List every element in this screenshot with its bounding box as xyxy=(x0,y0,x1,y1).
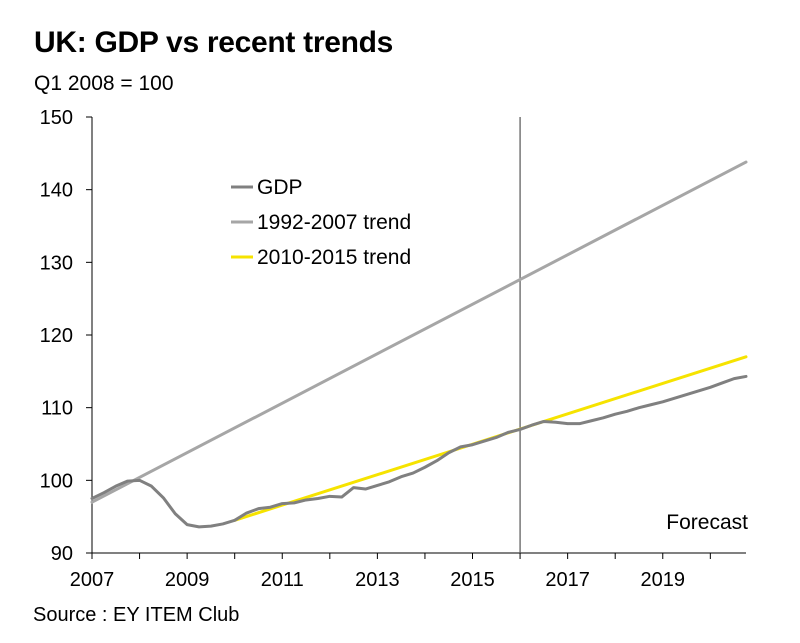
series-line-gdp xyxy=(90,374,748,529)
y-tick-label: 110 xyxy=(41,398,73,420)
y-tick-label: 140 xyxy=(40,180,73,202)
legend: GDP 1992-2007 trend 2010-2015 trend xyxy=(231,176,411,269)
axes: 90 100 110 120 130 140 150 2007 2009 2011 2013 2015… xyxy=(40,107,746,591)
chart-subtitle: Q1 2008 = 100 xyxy=(34,72,174,95)
y-tick-label: 150 xyxy=(40,107,73,129)
x-tick-label: 2013 xyxy=(355,569,400,591)
source-note: Source : EY ITEM Club xyxy=(33,604,240,626)
series-line-1992-2007-trend xyxy=(90,160,748,504)
y-tick-label: 100 xyxy=(40,470,73,492)
x-tick-label: 2009 xyxy=(165,569,210,591)
y-tick-label: 90 xyxy=(51,543,73,565)
x-tick-label: 2017 xyxy=(545,569,590,591)
x-tick-label: 2011 xyxy=(261,569,304,591)
x-tick-label: 2015 xyxy=(450,569,495,591)
legend-label-gdp: GDP xyxy=(257,176,303,199)
legend-label-1992-2007-trend: 1992-2007 trend xyxy=(257,211,411,234)
y-tick-label: 130 xyxy=(40,252,73,274)
x-tick-label: 2019 xyxy=(641,569,686,591)
x-tick-label: 2007 xyxy=(70,569,115,591)
chart-title: UK: GDP vs recent trends xyxy=(34,26,394,59)
y-tick-label: 120 xyxy=(40,325,73,347)
legend-label-2010-2015-trend: 2010-2015 trend xyxy=(257,246,411,269)
forecast-label: Forecast xyxy=(666,511,748,534)
series-lines xyxy=(90,160,748,529)
